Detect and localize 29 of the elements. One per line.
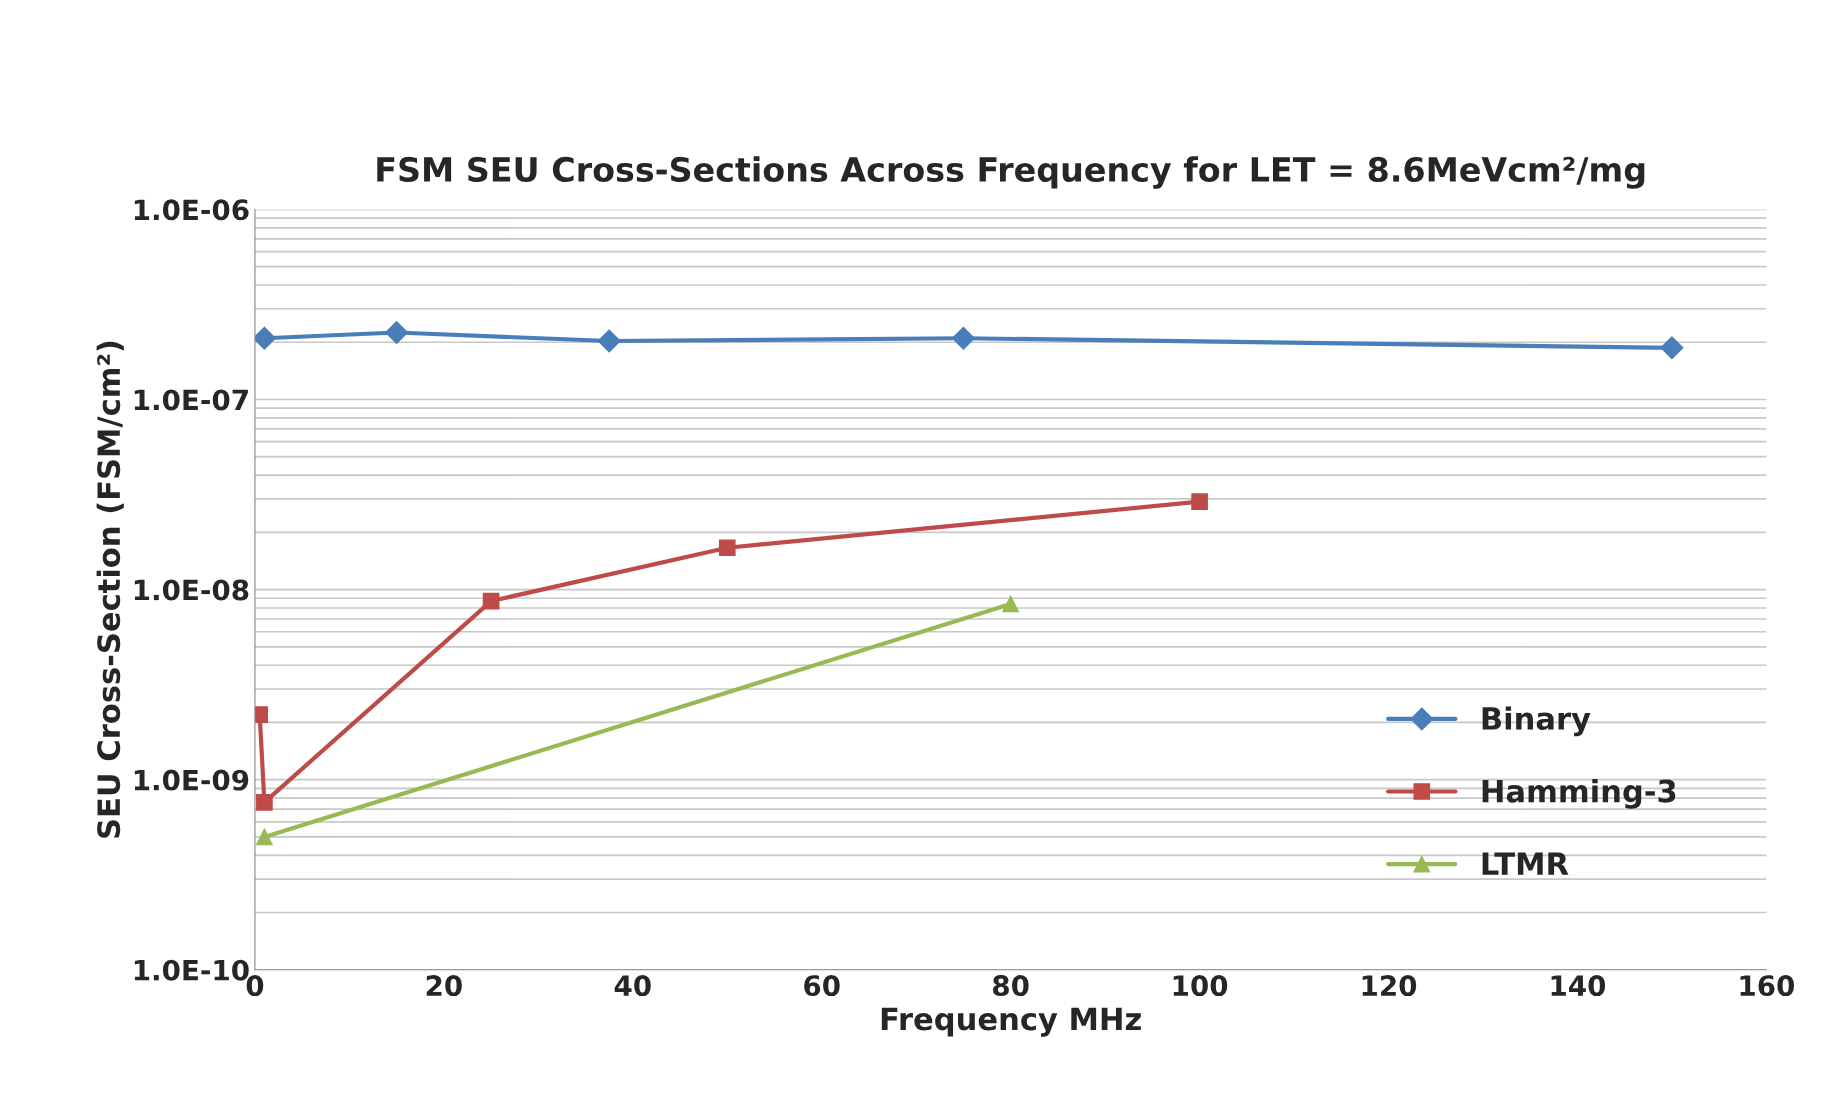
point [718, 539, 736, 557]
chart-title: FSM SEU Cross-Sections Across Frequency for LET = 8.6MeVcm²/mg [377, 156, 1645, 189]
point [385, 321, 409, 345]
point [1002, 595, 1019, 613]
point [256, 793, 273, 811]
x-tick-label: 100 [1173, 975, 1228, 997]
point [1660, 336, 1684, 360]
legend-label: Binary [1482, 706, 1591, 737]
x-tick-label: 120 [1362, 975, 1417, 997]
x-axis-title: Frequency MHz [881, 1007, 1141, 1037]
point [254, 326, 276, 350]
point [1191, 493, 1208, 511]
x-tick-label: 20 [426, 975, 462, 997]
legend-label: Hamming-3 [1482, 778, 1676, 809]
y-tick-label: 1.0E-09 [134, 769, 249, 791]
x-tick-label: 140 [1551, 975, 1606, 997]
y-tick-label: 1.0E-06 [134, 199, 249, 221]
y-tick-label: 1.0E-08 [134, 579, 249, 601]
point [951, 326, 975, 350]
point [482, 592, 500, 610]
x-tick-label: 60 [804, 975, 840, 997]
x-tick-label: 80 [993, 975, 1029, 997]
y-axis-title: SEU Cross-Section (FSM/cm²) [96, 341, 124, 838]
point [597, 329, 621, 353]
legend-label: LTMR [1482, 852, 1569, 875]
x-tick-label: 160 [1740, 975, 1795, 997]
y-tick-label: 1.0E-07 [134, 389, 248, 411]
x-tick-label: 40 [614, 975, 651, 997]
point [256, 828, 273, 846]
